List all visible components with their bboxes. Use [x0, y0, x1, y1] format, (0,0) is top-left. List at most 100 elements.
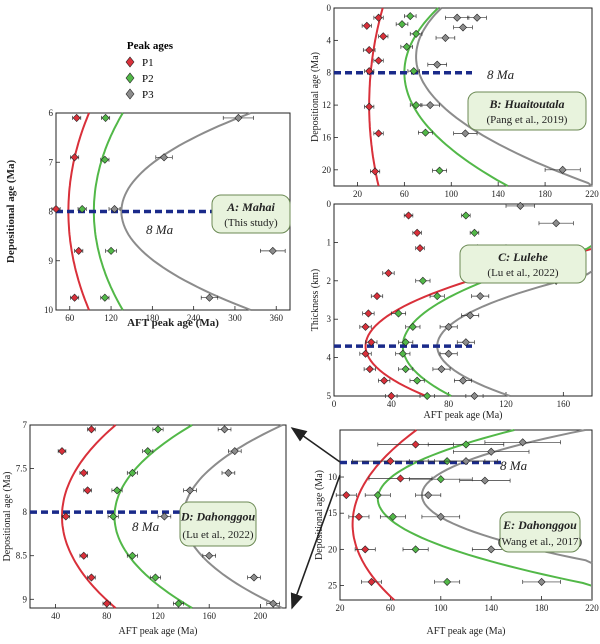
point-d-p3: [224, 468, 233, 477]
point-d-p3: [160, 512, 169, 521]
x-tick-label-c: 160: [557, 399, 571, 409]
panel-e-title: E: Dahonggou: [502, 518, 577, 532]
curve-d-p1: [60, 424, 117, 609]
y-axis-label-d: Depositional age (Ma): [2, 472, 13, 562]
point-a-p3: [234, 113, 243, 122]
x-tick-label-a: 120: [104, 313, 118, 323]
x-tick-label-a: 360: [269, 313, 283, 323]
point-e-p2: [436, 475, 445, 484]
y-tick-label-b: 12: [322, 100, 331, 110]
point-d-p2: [128, 468, 137, 477]
point-c-p2: [433, 292, 442, 301]
reference-label-e: 8 Ma: [500, 458, 528, 473]
panel-d-label-box: [179, 501, 257, 547]
x-tick-label-d: 200: [254, 611, 268, 621]
point-c-p1: [384, 269, 393, 278]
point-b-p2: [402, 42, 411, 51]
x-tick-label-d: 40: [51, 611, 61, 621]
y-tick-label-a: 7: [49, 157, 54, 167]
point-c-p2: [423, 391, 432, 401]
point-c-p1: [380, 376, 389, 385]
point-e-p2: [411, 545, 420, 554]
panel-e-frame: [339, 429, 593, 601]
legend-p1-marker: [125, 56, 135, 68]
x-tick-label-c: 0: [332, 399, 337, 409]
point-a-p2: [100, 155, 109, 164]
x-tick-label-b: 100: [445, 189, 459, 199]
point-b-p3: [558, 165, 567, 174]
point-a-p2: [100, 293, 109, 302]
point-b-p1: [365, 102, 374, 111]
point-d-p1: [79, 468, 88, 477]
legend-p1-label: P1: [142, 57, 154, 69]
point-c-p2: [418, 276, 427, 285]
legend-title: Peak ages: [127, 40, 174, 52]
point-a-p2: [78, 205, 87, 214]
x-tick-label-a: 240: [187, 313, 201, 323]
curve-e-p3: [420, 429, 593, 600]
x-tick-label-b: 20: [353, 189, 363, 199]
panel-c-source: (Lu et al., 2022): [487, 267, 559, 279]
curve-e-p2: [376, 429, 593, 600]
point-e-p1: [361, 545, 370, 554]
y-axis-label-a: Depositional age (Ma): [5, 160, 17, 264]
y-tick-label-c: 0: [327, 199, 332, 209]
panel-d: 40 80 120 160 200 7 7.5 8 8.5 9 AFT peak age (Ma) D…: [2, 420, 287, 637]
y-tick-label-d: 8: [23, 507, 28, 517]
point-c-p3: [461, 338, 470, 347]
panel-a-label-box: [211, 194, 291, 234]
point-a-p1: [72, 113, 81, 122]
point-b-p2: [397, 20, 407, 29]
point-d-p1: [87, 573, 96, 582]
point-b-p3: [426, 101, 435, 110]
point-e-p1: [342, 491, 351, 500]
x-axis-label-a: AFT peak age (Ma): [127, 317, 219, 329]
point-c-p3: [437, 365, 446, 374]
y-tick-label-e: 10: [328, 472, 338, 482]
point-d-p2: [174, 599, 183, 608]
point-e-p3: [424, 491, 433, 500]
point-a-p2: [101, 113, 110, 122]
point-a-p1: [51, 205, 61, 214]
point-c-p1: [372, 292, 382, 301]
point-e-p1: [396, 474, 405, 483]
point-b-p1: [374, 56, 383, 65]
y-tick-label-b: 8: [327, 68, 332, 78]
point-a-p1: [74, 246, 83, 255]
point-d-p2: [113, 486, 122, 495]
y-tick-label-a: 10: [44, 305, 54, 315]
point-d-p1: [102, 599, 111, 608]
point-c-p1: [361, 322, 370, 331]
curve-b-p2: [403, 7, 509, 187]
panel-d-source: (Lu et al., 2022): [182, 529, 254, 541]
point-c-p1: [364, 309, 373, 318]
point-b-p3: [458, 23, 468, 32]
point-c-p1: [404, 211, 413, 220]
panel-e: 20 60 100 140 180 220 10 15 20 25 AFT peak age (Ma…: [314, 429, 599, 637]
point-e-p3: [487, 545, 496, 554]
point-b-p1: [365, 46, 374, 55]
point-b-p3: [433, 60, 442, 69]
point-b-p3: [461, 129, 470, 138]
x-tick-label-c: 120: [499, 399, 513, 409]
y-tick-label-a: 8: [49, 207, 54, 217]
point-d-p3: [269, 599, 278, 608]
point-d-p1: [79, 551, 88, 560]
point-d-p1: [61, 512, 70, 521]
y-axis-label-e: Depositional age (Ma): [314, 470, 325, 560]
point-b-p1: [374, 13, 383, 22]
curve-c-p3: [436, 204, 593, 397]
point-d-p3: [220, 425, 229, 434]
y-tick-label-b: 0: [327, 3, 332, 13]
point-e-p3: [518, 438, 527, 447]
point-d-p2: [128, 551, 137, 560]
point-a-p2: [107, 246, 116, 255]
point-d-p2: [109, 512, 118, 521]
panel-c-frame: [333, 203, 593, 397]
reference-label-b: 8 Ma: [487, 67, 515, 82]
point-b-p2: [412, 101, 421, 110]
x-tick-label-c: 40: [387, 399, 397, 409]
point-c-p3: [444, 349, 453, 358]
y-tick-label-c: 2: [327, 276, 332, 286]
y-tick-label-b: 20: [322, 165, 332, 175]
